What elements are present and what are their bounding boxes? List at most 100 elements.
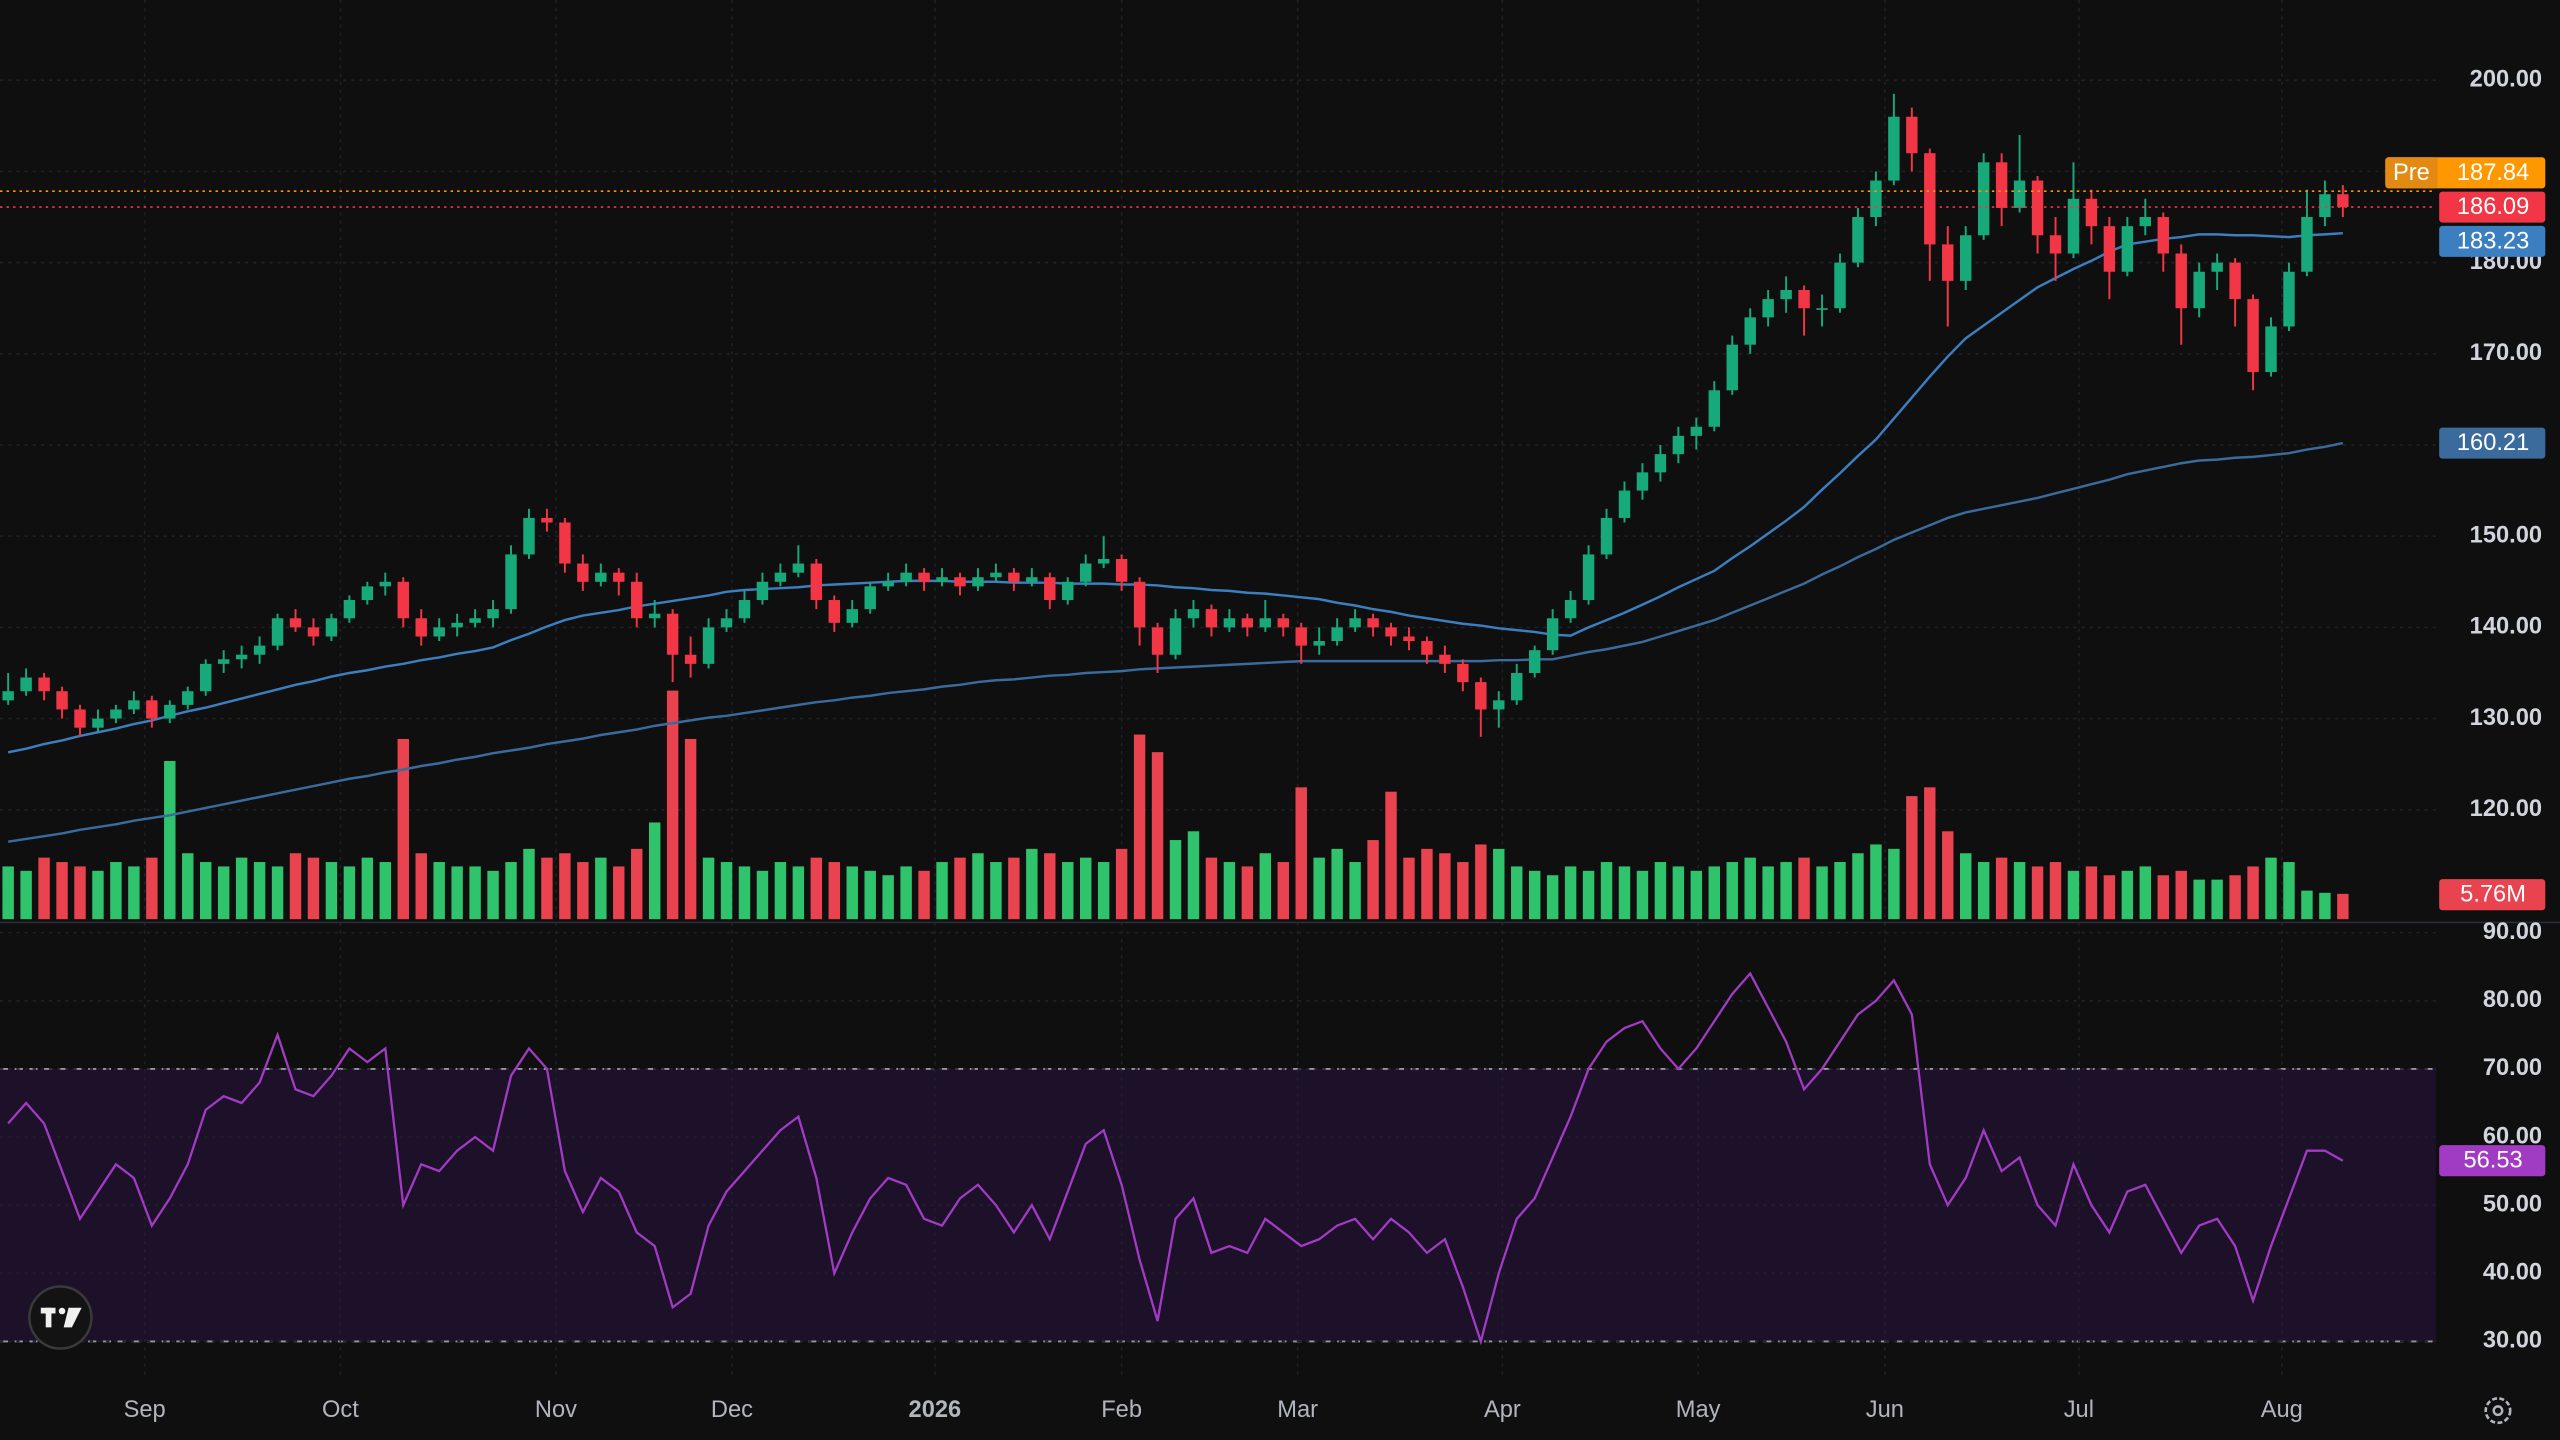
volume-bar: [1708, 866, 1720, 920]
candle-body: [918, 572, 930, 582]
volume-bar: [559, 853, 571, 920]
logo[interactable]: [28, 1285, 93, 1350]
volume-bar: [1457, 862, 1469, 920]
volume-bar: [2319, 892, 2331, 920]
volume-bar: [1888, 848, 1900, 920]
volume-bar: [1762, 866, 1774, 920]
moving-average-line: [7, 231, 2343, 754]
volume-bar: [936, 862, 948, 920]
candle-body: [2157, 217, 2169, 254]
candle-body: [2283, 271, 2295, 327]
candle-body: [74, 709, 86, 728]
volume-bar: [882, 875, 894, 920]
volume-bar: [325, 862, 338, 920]
last-price-badge-bg: [2439, 191, 2546, 223]
volume-bar: [1798, 857, 1810, 920]
volume-bar: [74, 866, 86, 920]
volume-bar: [1636, 870, 1649, 920]
rsi-badge: 56.53: [2463, 1148, 2522, 1174]
volume-bar: [1044, 853, 1056, 920]
badge-layer: 187.84 Pre 186.09 183.23 160.21 5.76M 56.53: [2385, 157, 2546, 1177]
volume-bar: [1026, 848, 1038, 920]
volume-bar: [1726, 862, 1738, 920]
volume-bar: [451, 866, 463, 920]
candle-body: [1205, 609, 1218, 628]
volume-bar: [2247, 866, 2259, 920]
volume-bar: [289, 853, 302, 920]
candle-body: [1115, 558, 1128, 582]
volume-bar: [648, 822, 661, 920]
volume-bar: [1223, 862, 1236, 920]
candle-body: [1097, 558, 1110, 564]
volume-bar: [2211, 879, 2223, 920]
volume-bar: [253, 862, 266, 920]
x-tick-label: Nov: [535, 1397, 577, 1423]
volume-bar: [1780, 862, 1792, 920]
volume-bar: [684, 738, 697, 920]
rsi-tick-label: 30.00: [2483, 1328, 2542, 1354]
volume-bar: [1564, 866, 1577, 920]
candle-body: [2067, 198, 2080, 254]
premarket-tag-bg: [2385, 157, 2438, 189]
settings-gear[interactable]: [2484, 1397, 2512, 1425]
volume-bar: [2337, 893, 2349, 920]
candle-body: [2, 691, 14, 701]
volume-bar: [20, 870, 32, 920]
candle-body: [2265, 326, 2277, 373]
candle-body: [1995, 162, 2008, 208]
candle-body: [110, 709, 122, 719]
volume-bar: [1672, 866, 1685, 920]
x-tick-label: Sep: [124, 1397, 166, 1423]
volume-bar: [235, 857, 248, 920]
volume-bar: [1439, 853, 1451, 920]
volume-bar: [738, 866, 751, 920]
volume-bar: [1331, 848, 1343, 920]
rsi-tick-label: 80.00: [2483, 987, 2542, 1013]
volume-bar: [900, 866, 912, 920]
candle-body: [1133, 581, 1146, 628]
candle-body: [1367, 618, 1379, 628]
candle-body: [1169, 618, 1182, 655]
x-tick-label: Aug: [2261, 1397, 2303, 1423]
candle-body: [1564, 600, 1577, 619]
volume-bar: [1600, 862, 1613, 920]
volume-bar: [361, 857, 374, 920]
settings-button[interactable]: [2484, 1397, 2512, 1425]
volume-bar: [1421, 848, 1433, 920]
volume-bar: [577, 862, 589, 920]
rsi-tick-label: 90.00: [2483, 919, 2542, 945]
candle-body: [1223, 618, 1236, 628]
volume-bar: [2085, 866, 2098, 920]
volume-bar: [1295, 787, 1307, 920]
x-tick-label: Mar: [1277, 1397, 1318, 1423]
candle-body: [253, 645, 266, 655]
volume-bar: [343, 866, 356, 920]
premarket-tag: Pre: [2393, 160, 2430, 186]
candle-body: [200, 663, 212, 692]
candle-body: [1277, 618, 1289, 628]
candle-body: [792, 563, 805, 573]
volume-bar: [1385, 791, 1397, 920]
volume-bar: [271, 866, 284, 920]
volume-bar: [1187, 831, 1200, 920]
rsi-layer: [7, 971, 2344, 1346]
rsi-tick-label: 60.00: [2483, 1123, 2542, 1149]
candle-body: [469, 618, 481, 623]
settings-center: [2492, 1405, 2504, 1417]
volume-bar: [1080, 857, 1092, 920]
y-tick-label: 170.00: [2470, 340, 2542, 366]
candle-body: [523, 517, 535, 555]
candle-layer: [0, 93, 2436, 737]
volume-bar: [2283, 862, 2295, 920]
logo-circle[interactable]: [28, 1285, 93, 1350]
candle-body: [2175, 253, 2187, 309]
volume-bar: [1115, 848, 1128, 920]
y-tick-label: 120.00: [2470, 796, 2542, 822]
candle-body: [1026, 577, 1038, 582]
volume-bar: [1097, 862, 1110, 920]
volume-bar: [110, 862, 122, 920]
volume-bar: [397, 738, 409, 920]
moving-average-line: [7, 441, 2344, 843]
volume-bar: [1618, 866, 1631, 920]
